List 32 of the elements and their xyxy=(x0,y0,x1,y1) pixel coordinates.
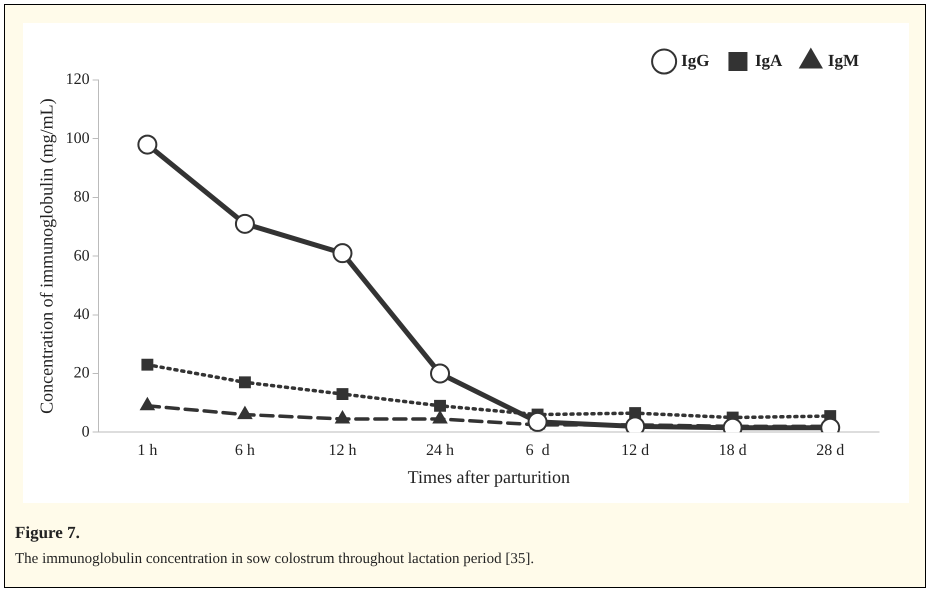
y-tick-label: 0 xyxy=(82,423,90,440)
text: The immunoglobulin concentration in sow colostrum throughout lactation period [35]. xyxy=(15,551,534,568)
point xyxy=(238,406,252,420)
x-tick-label: 1 h xyxy=(137,442,158,460)
point xyxy=(332,243,352,264)
point xyxy=(336,388,348,400)
y-axis-title: Concentration of immunoglobulin (mg/mL) xyxy=(36,98,57,414)
text: Figure 7. xyxy=(15,523,80,543)
x-tick-label: 12 d xyxy=(621,442,650,460)
y-tick-label: 60 xyxy=(74,247,90,264)
x-tick-label: 18 d xyxy=(718,442,747,460)
x-tick-label: 12 h xyxy=(328,442,356,460)
point xyxy=(430,364,450,384)
point xyxy=(234,214,255,234)
y-tick-label: 80 xyxy=(74,188,90,206)
point xyxy=(137,134,158,155)
legend-label: IgA xyxy=(754,50,784,70)
point xyxy=(528,412,548,432)
x-tick-label: 6 h xyxy=(234,442,255,460)
legend-label: IgM xyxy=(828,50,860,70)
y-tick-label: 20 xyxy=(74,364,90,382)
x-tick-label: 6 d xyxy=(526,442,550,460)
x-axis-title: Times after parturition xyxy=(408,466,570,487)
y-tick-label: 120 xyxy=(66,71,90,88)
point xyxy=(141,358,154,371)
x-tick-label: 24 h xyxy=(426,442,454,460)
y-tick-label: 100 xyxy=(66,130,90,147)
point xyxy=(238,376,251,388)
x-tick-label: 28 d xyxy=(816,442,844,460)
y-tick-label: 40 xyxy=(74,306,90,324)
legend-label: IgG xyxy=(681,50,710,70)
point xyxy=(434,400,446,412)
